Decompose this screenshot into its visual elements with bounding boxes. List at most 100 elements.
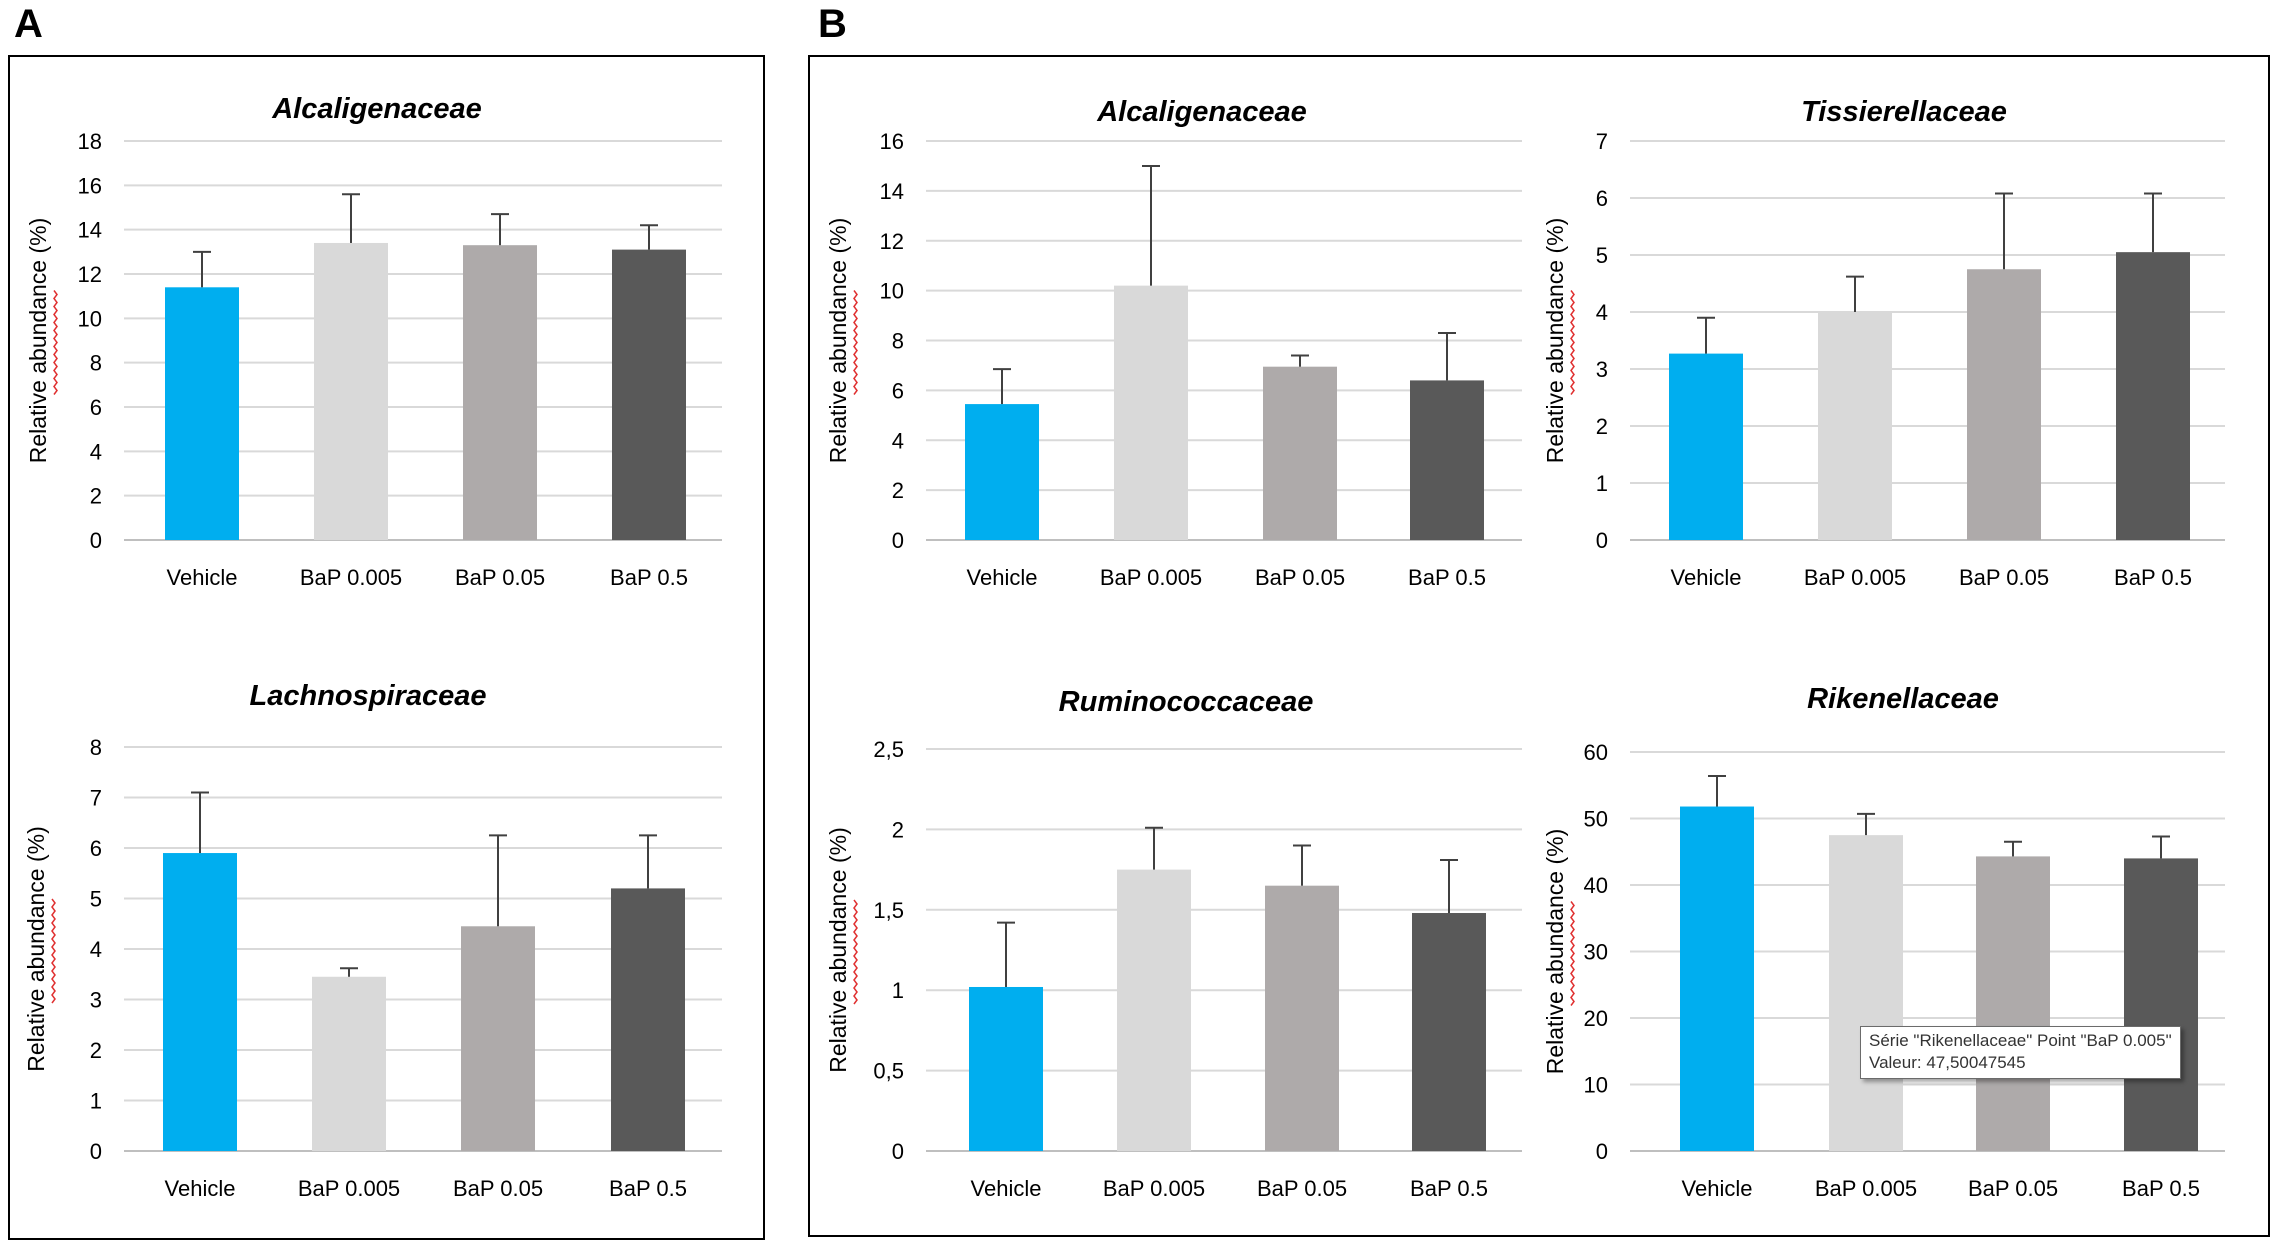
x-tick-label: BaP 0.5	[609, 1176, 687, 1201]
bar-vehicle	[163, 853, 237, 1151]
y-tick-label: 2	[90, 484, 102, 509]
bar-bap-0-5	[612, 249, 686, 540]
panel-a-frame	[8, 55, 765, 1240]
y-tick-label: 2	[892, 817, 904, 842]
data-point-tooltip: Série "Rikenellaceae" Point "BaP 0.005" …	[1860, 1026, 2181, 1079]
chart-title: Alcaligenaceae	[1096, 96, 1307, 128]
chart-B-rikenellaceae: Rikenellaceae 0 10 20 30 40 50 60 Relative abund…	[1542, 683, 2225, 1201]
x-tick-label: Vehicle	[1671, 565, 1742, 590]
y-tick-label: 0	[1596, 528, 1608, 553]
bar-bap-0-5	[1410, 380, 1484, 540]
x-tick-label: BaP 0.5	[610, 565, 688, 590]
x-tick-label: BaP 0.05	[455, 565, 545, 590]
y-tick-label: 4	[90, 937, 102, 962]
spellcheck-underline	[853, 290, 858, 395]
y-tick-label: 0,5	[873, 1059, 904, 1084]
x-tick-label: BaP 0.05	[1968, 1176, 2058, 1201]
spellcheck-underline	[853, 899, 858, 1005]
y-tick-label: 60	[1584, 740, 1608, 765]
x-tick-label: BaP 0.5	[1408, 565, 1486, 590]
y-tick-label: 6	[1596, 186, 1608, 211]
y-axis-label: Relative abundance (%)	[25, 218, 51, 463]
chart-title: Tissierellaceae	[1801, 96, 2007, 128]
x-tick-label: Vehicle	[967, 565, 1038, 590]
y-tick-label: 12	[880, 229, 904, 254]
bar-bap-0-05	[1967, 269, 2041, 540]
chart-A-alcaligenaceae: Alcaligenaceae 0 2 4 6 8 10 12 14 16 18 Relative ab…	[25, 93, 722, 590]
y-tick-label: 12	[78, 262, 102, 287]
chart-B-alcaligenaceae: Alcaligenaceae 0 2 4 6 8 10 12 14 16 Relative abun…	[825, 96, 1522, 590]
x-tick-label: BaP 0.005	[1103, 1176, 1205, 1201]
y-tick-label: 30	[1584, 940, 1608, 965]
x-tick-label: BaP 0.05	[1959, 565, 2049, 590]
bar-vehicle	[165, 287, 239, 540]
bar-bap-0-005	[1117, 869, 1191, 1151]
y-tick-label: 0	[892, 528, 904, 553]
y-tick-label: 2,5	[873, 737, 904, 762]
y-tick-label: 8	[892, 329, 904, 354]
bar-bap-0-05	[1265, 885, 1339, 1151]
x-tick-label: Vehicle	[167, 565, 238, 590]
chart-B-ruminococcaceae: Ruminococcaceae 0 0,5 1 1,5 2 2,5 Relative abun…	[825, 686, 1522, 1201]
spellcheck-underline	[53, 290, 58, 395]
bar-bap-0-005	[314, 242, 388, 540]
panel-b-label: B	[818, 2, 847, 46]
bar-bap-0-005	[1829, 835, 1903, 1151]
y-axis-label: Relative abundance (%)	[23, 826, 49, 1071]
bar-bap-0-005	[1818, 312, 1892, 540]
x-tick-label: BaP 0.5	[2122, 1176, 2200, 1201]
y-tick-label: 7	[1596, 129, 1608, 154]
spellcheck-underline	[1570, 290, 1575, 395]
y-tick-label: 6	[90, 395, 102, 420]
chart-title: Lachnospiraceae	[250, 680, 487, 712]
y-axis-label: Relative abundance (%)	[825, 827, 851, 1072]
x-tick-label: BaP 0.05	[1257, 1176, 1347, 1201]
spellcheck-underline	[51, 898, 56, 1004]
y-tick-label: 10	[880, 279, 904, 304]
y-tick-label: 4	[90, 439, 102, 464]
x-tick-label: Vehicle	[1682, 1176, 1753, 1201]
bar-bap-0-05	[461, 926, 535, 1151]
y-tick-label: 16	[78, 173, 102, 198]
bar-bap-0-5	[2116, 252, 2190, 540]
x-tick-label: BaP 0.5	[1410, 1176, 1488, 1201]
x-tick-label: BaP 0.005	[1100, 565, 1202, 590]
x-tick-label: BaP 0.05	[1255, 565, 1345, 590]
y-tick-label: 0	[1596, 1139, 1608, 1164]
bar-vehicle	[969, 986, 1043, 1151]
y-tick-label: 2	[1596, 414, 1608, 439]
panel-b-frame	[808, 55, 2270, 1237]
y-axis-label: Relative abundance (%)	[825, 218, 851, 463]
y-tick-label: 2	[90, 1038, 102, 1063]
y-tick-label: 18	[78, 129, 102, 154]
bar-bap-0-5	[611, 888, 685, 1151]
spellcheck-underline	[1570, 901, 1575, 1006]
chart-A-lachnospiraceae: Lachnospiraceae 0 1 2 3 4 5 6 7 8 Relative abundan…	[23, 680, 722, 1201]
y-tick-label: 10	[1584, 1073, 1608, 1098]
y-tick-label: 8	[90, 351, 102, 376]
x-tick-label: Vehicle	[971, 1176, 1042, 1201]
y-tick-label: 14	[78, 218, 102, 243]
y-tick-label: 7	[90, 786, 102, 811]
chart-title: Alcaligenaceae	[271, 93, 482, 125]
bar-vehicle	[1669, 353, 1743, 540]
y-tick-label: 5	[1596, 243, 1608, 268]
x-tick-label: BaP 0.005	[1804, 565, 1906, 590]
bar-bap-0-005	[312, 976, 386, 1151]
y-tick-label: 4	[892, 428, 904, 453]
x-tick-label: BaP 0.05	[453, 1176, 543, 1201]
bar-bap-0-05	[1263, 366, 1337, 540]
y-tick-label: 1	[1596, 471, 1608, 496]
y-tick-label: 0	[90, 1139, 102, 1164]
y-tick-label: 0	[892, 1139, 904, 1164]
tooltip-value-line: Valeur: 47,50047545	[1869, 1053, 2026, 1072]
y-tick-label: 1	[892, 978, 904, 1003]
bar-vehicle	[965, 404, 1039, 540]
chart-title: Rikenellaceae	[1807, 683, 1999, 715]
y-axis-label: Relative abundance (%)	[1542, 218, 1568, 463]
y-tick-label: 16	[880, 129, 904, 154]
chart-B-tissierellaceae: Tissierellaceae 0 1 2 3 4 5 6 7 Relative abundanc…	[1542, 96, 2225, 590]
y-tick-label: 3	[90, 988, 102, 1013]
x-tick-label: BaP 0.005	[1815, 1176, 1917, 1201]
x-tick-label: BaP 0.005	[298, 1176, 400, 1201]
